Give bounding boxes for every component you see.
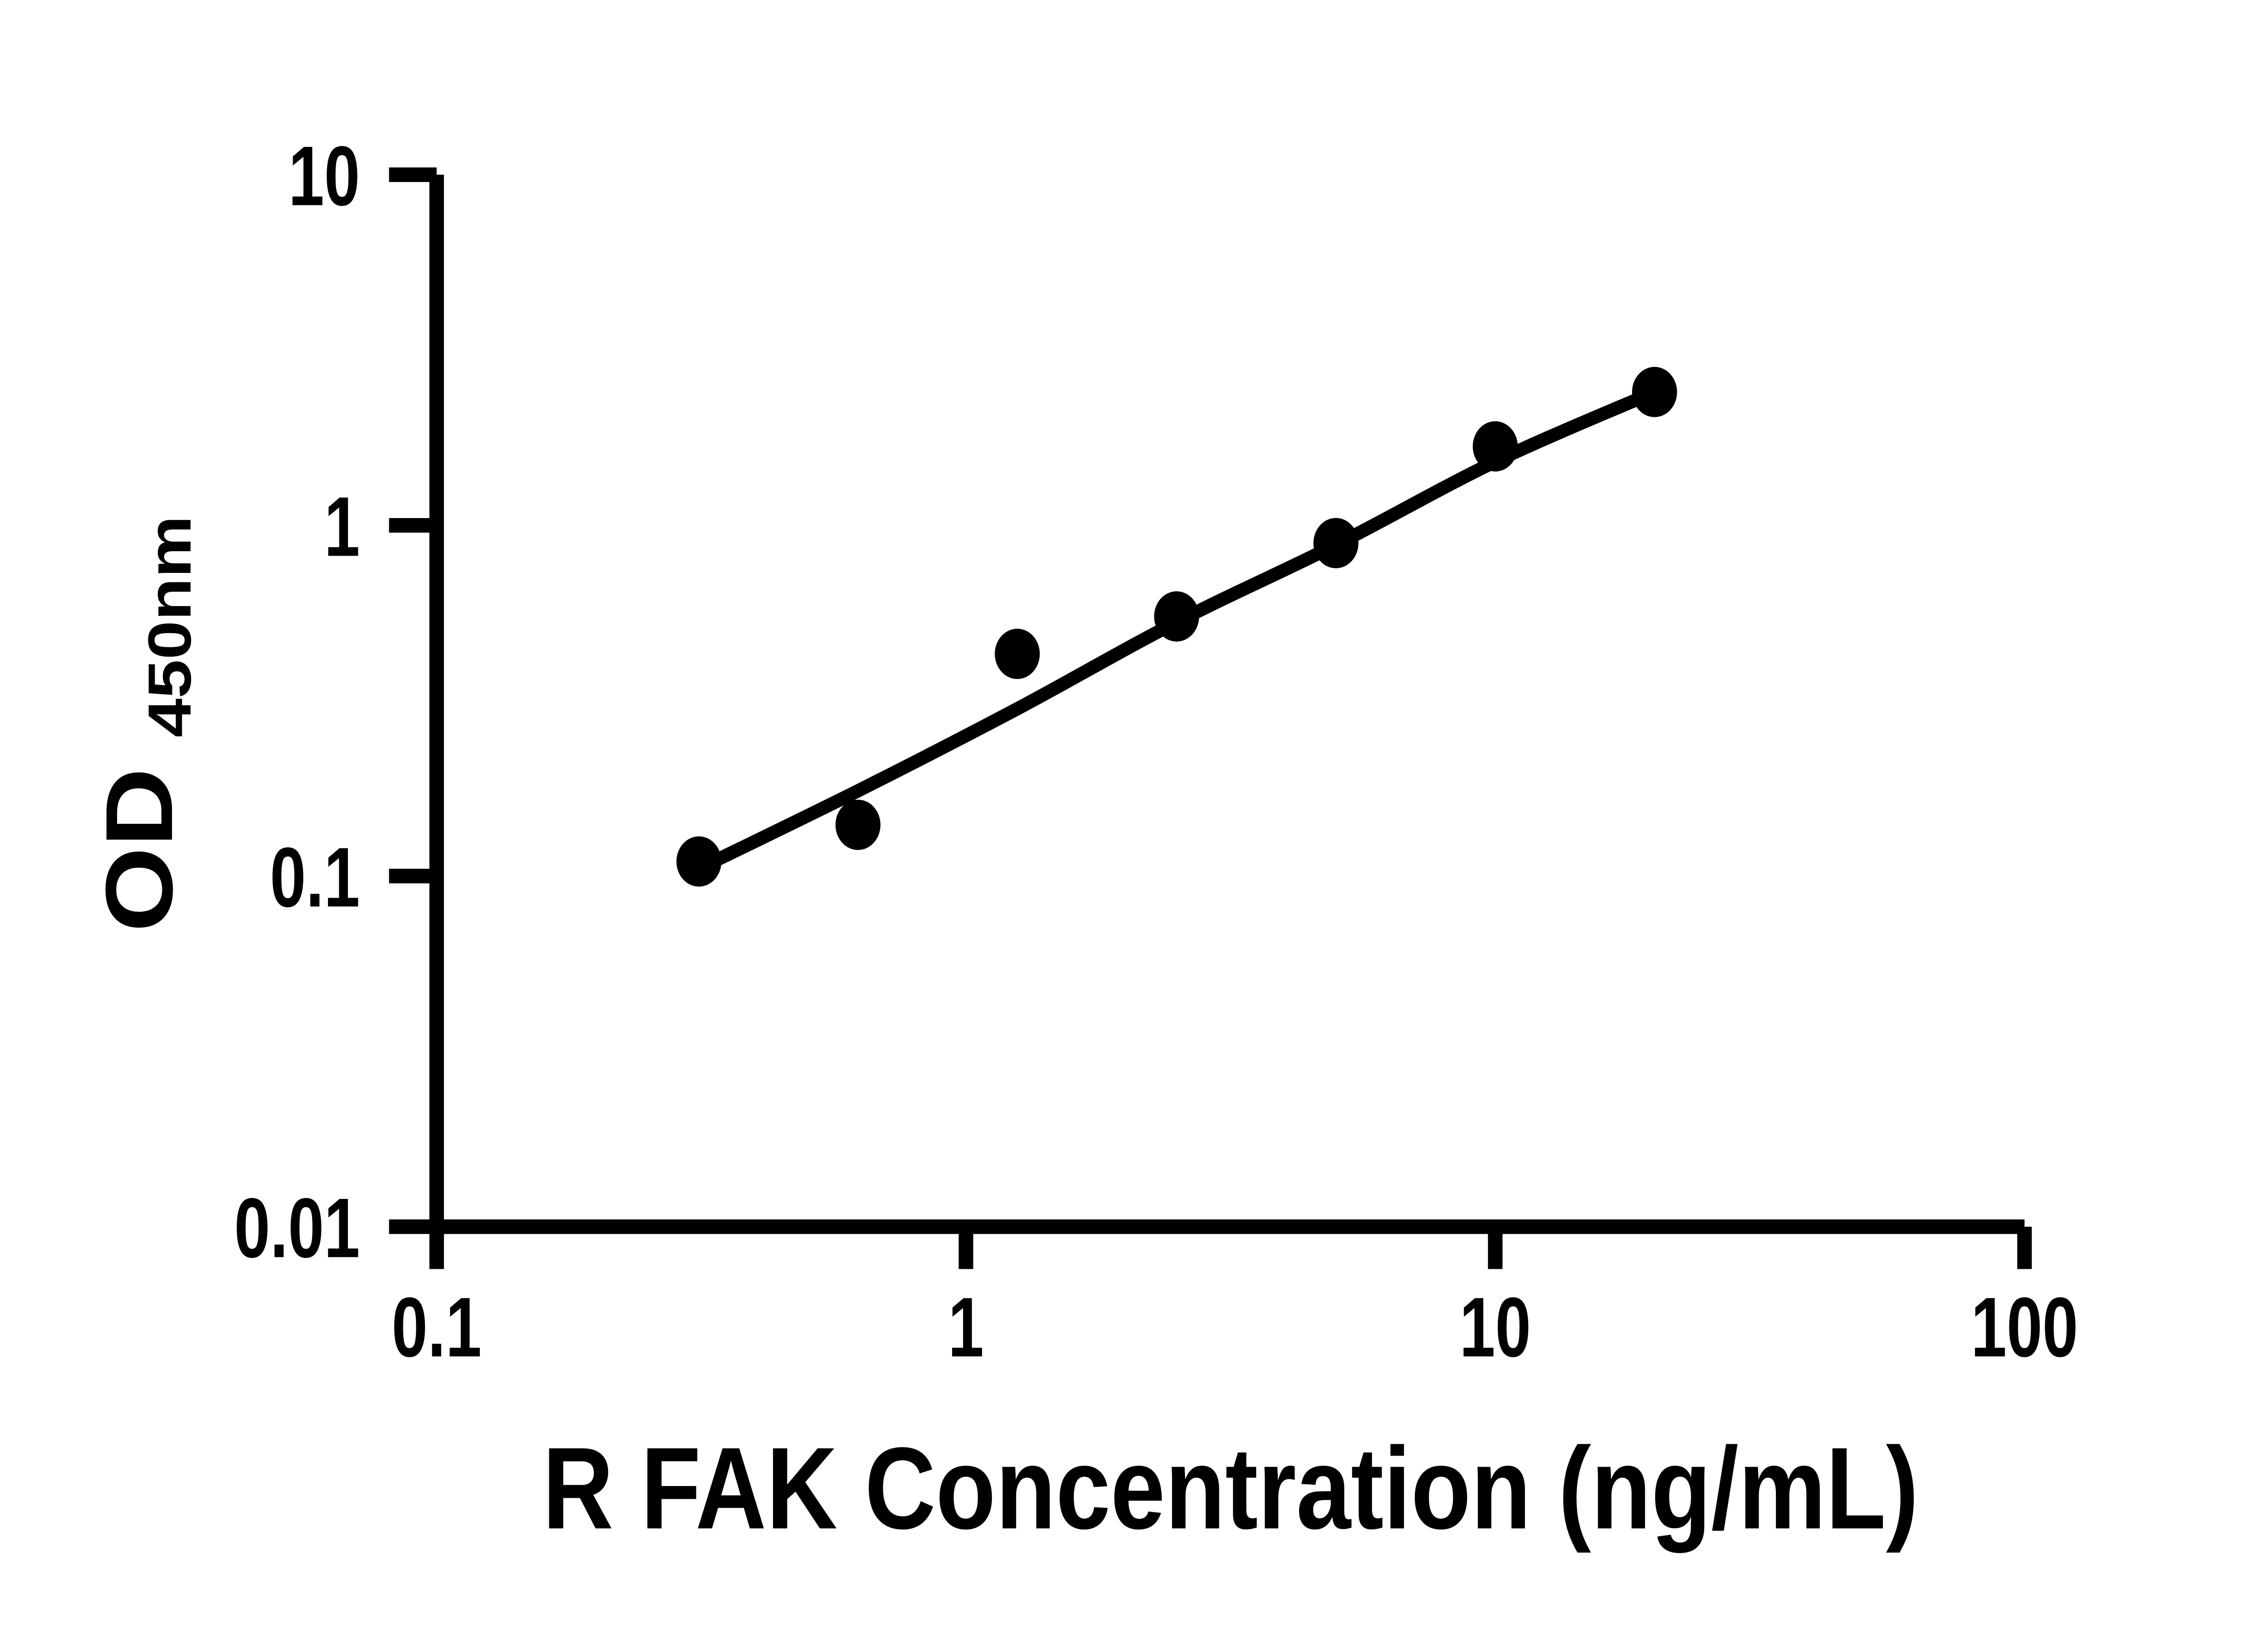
y-axis-title: OD 450nm [86,516,204,932]
x-tick-label: 0.1 [391,1280,481,1374]
x-axis-title: R FAK Concentration (ng/mL) [543,1423,1919,1554]
data-point [1632,367,1677,417]
x-tick-label: 10 [1460,1280,1531,1374]
x-tick-label: 1 [948,1280,984,1374]
y-tick-labels-group: 0.01 0.1 1 10 [234,128,360,1275]
data-point [995,629,1040,679]
data-point [1472,421,1518,472]
y-tick-label: 10 [288,128,360,223]
axes-group [389,167,2032,1269]
data-point [676,836,722,887]
data-point [1313,518,1359,568]
data-point [1154,591,1199,642]
y-tick-label: 0.01 [234,1180,360,1275]
y-axis-title-subscript: 450nm [136,516,204,738]
data-points-group [676,367,1677,887]
y-tick-label: 0.1 [270,830,360,924]
x-tick-labels-group: 0.1 1 10 100 [391,1280,2078,1374]
y-axis-title-main: OD [86,768,192,932]
x-tick-label: 100 [1971,1280,2078,1374]
y-tick-label: 1 [324,479,360,574]
data-point [835,799,881,850]
